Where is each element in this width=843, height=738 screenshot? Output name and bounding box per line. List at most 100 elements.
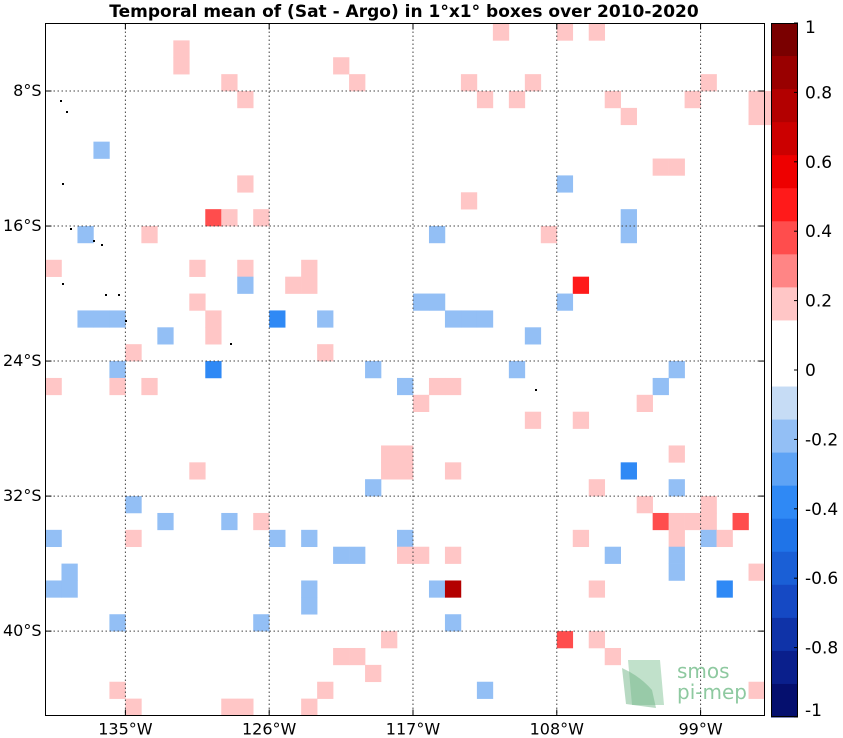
- heatmap-cell: [412, 293, 430, 311]
- heatmap-cell: [460, 310, 478, 328]
- heatmap-cell: [476, 681, 494, 699]
- heatmap-cell: [684, 512, 701, 531]
- colorbar-bin: [771, 320, 798, 354]
- heatmap-cell: [189, 293, 206, 311]
- island-mark: [125, 320, 127, 322]
- heatmap-cell: [636, 496, 653, 514]
- heatmap-cell: [349, 74, 366, 92]
- heatmap-cell: [173, 40, 190, 58]
- heatmap-cell: [365, 361, 382, 379]
- heatmap-cell: [45, 377, 62, 396]
- colorbar-bin: [771, 551, 798, 586]
- heatmap-cell: [668, 563, 685, 581]
- heatmap-cell: [301, 529, 318, 548]
- heatmap-cell: [700, 496, 717, 514]
- island-mark: [535, 389, 537, 391]
- heatmap-cell: [125, 344, 142, 362]
- island-mark: [66, 111, 68, 113]
- heatmap-cell: [556, 175, 574, 193]
- colorbar-bin: [771, 452, 798, 487]
- heatmap-cell: [333, 57, 350, 75]
- island-mark: [230, 343, 232, 345]
- island-mark: [93, 240, 95, 242]
- heatmap-cell: [189, 462, 206, 480]
- colorbar-bin: [771, 683, 798, 718]
- heatmap-cell: [604, 647, 621, 666]
- heatmap-cell: [269, 529, 286, 548]
- colorbar-tick-label: 0.6: [805, 153, 832, 173]
- heatmap-cell: [444, 462, 462, 480]
- colorbar: [771, 23, 798, 718]
- heatmap-cell: [221, 512, 238, 531]
- heatmap-cell: [45, 259, 62, 277]
- heatmap-cell: [237, 91, 254, 109]
- heatmap-cell: [572, 411, 590, 429]
- island-mark: [105, 294, 107, 296]
- heatmap-cell: [381, 462, 398, 480]
- island-mark: [62, 283, 64, 285]
- heatmap-cell: [317, 310, 334, 328]
- heatmap-cell: [460, 192, 478, 210]
- heatmap-cell: [620, 209, 637, 227]
- heatmap-cell: [732, 512, 749, 531]
- heatmap-cell: [237, 698, 254, 716]
- heatmap-cell: [428, 580, 446, 598]
- heatmap-cell: [668, 512, 685, 531]
- colorbar-bin: [771, 23, 798, 57]
- colorbar-tick-label: 1: [805, 18, 816, 38]
- heatmap-cell: [77, 226, 94, 244]
- logo-line2: pi-mep: [677, 680, 747, 704]
- heatmap-cell: [77, 310, 94, 328]
- heatmap-cell: [45, 580, 62, 598]
- heatmap-cell: [412, 394, 430, 412]
- heatmap-cell: [285, 276, 302, 294]
- heatmap-cell: [317, 681, 334, 699]
- heatmap-cell: [700, 512, 717, 531]
- heatmap-cell: [253, 614, 270, 632]
- colorbar-bin: [771, 386, 798, 421]
- heatmap-cell: [508, 91, 526, 109]
- heatmap-cell: [237, 259, 254, 277]
- plot-frame: [45, 23, 765, 716]
- colorbar-tick-label: -0.4: [805, 500, 838, 520]
- heatmap-cell: [125, 529, 142, 548]
- colorbar-tick-label: 0.2: [805, 292, 832, 312]
- smos-pimep-logo: smos pi-mep: [622, 659, 747, 708]
- heatmap-cell: [652, 158, 669, 176]
- colorbar-bin: [771, 353, 798, 388]
- heatmap-cell: [572, 529, 590, 548]
- y-tick-label: 40°S: [3, 621, 42, 640]
- heatmap-cell: [700, 74, 717, 92]
- heatmap-cell: [109, 614, 126, 632]
- x-tick-label: 99°W: [678, 720, 722, 738]
- heatmap-cell: [349, 647, 366, 666]
- y-tick-label: 16°S: [3, 216, 42, 235]
- heatmap-cell: [524, 327, 542, 345]
- heatmap-cell: [748, 107, 765, 126]
- y-tick-label: 24°S: [3, 351, 42, 370]
- heatmap-cell: [141, 377, 158, 396]
- heatmap-cell: [381, 445, 398, 463]
- colorbar-bin: [771, 155, 798, 189]
- heatmap-cell: [45, 529, 62, 548]
- colorbar-bin: [771, 188, 798, 222]
- colorbar-tick-label: -1: [805, 701, 822, 721]
- island-mark: [118, 294, 120, 296]
- heatmap-cell: [157, 327, 174, 345]
- heatmap-cells: [45, 23, 781, 716]
- heatmap-cell: [205, 327, 222, 345]
- heatmap-cell: [444, 546, 462, 564]
- heatmap-cell: [428, 226, 446, 244]
- heatmap-cell: [301, 276, 318, 294]
- island-mark: [101, 244, 103, 246]
- heatmap-cell: [588, 631, 606, 649]
- colorbar-bin: [771, 485, 798, 520]
- heatmap-cell: [109, 361, 126, 379]
- heatmap-cell: [381, 631, 398, 649]
- colorbar-bin: [771, 254, 798, 288]
- colorbar-bin: [771, 122, 798, 156]
- heatmap-cell: [668, 158, 685, 176]
- heatmap-cell: [221, 209, 238, 227]
- heatmap-cell: [444, 580, 462, 598]
